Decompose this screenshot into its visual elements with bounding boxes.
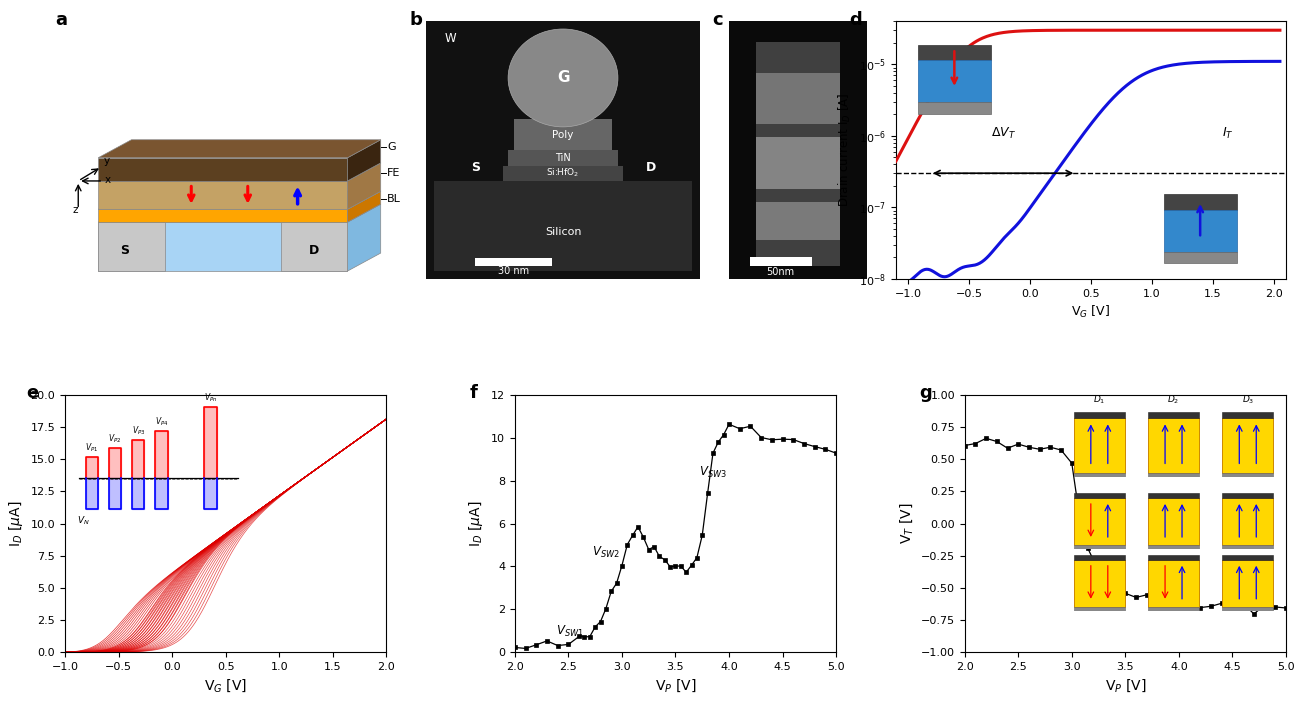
Text: b: b: [409, 11, 422, 29]
Text: 50nm: 50nm: [766, 267, 795, 277]
Polygon shape: [434, 181, 692, 271]
Polygon shape: [756, 137, 839, 189]
Text: TiN: TiN: [555, 152, 570, 163]
Text: D: D: [309, 244, 320, 257]
Text: FE: FE: [387, 168, 400, 178]
Bar: [475, 258, 552, 266]
Polygon shape: [508, 150, 618, 165]
Text: f: f: [470, 384, 478, 403]
Polygon shape: [99, 222, 347, 271]
Polygon shape: [756, 201, 839, 240]
Text: G: G: [387, 143, 396, 152]
Polygon shape: [281, 222, 347, 271]
X-axis label: V$_P$ [V]: V$_P$ [V]: [1104, 678, 1146, 694]
Polygon shape: [513, 119, 612, 150]
Polygon shape: [347, 191, 381, 222]
Bar: [750, 257, 812, 266]
Text: a: a: [55, 11, 68, 29]
Text: z: z: [73, 205, 78, 215]
Polygon shape: [756, 42, 839, 266]
X-axis label: V$_G$ [V]: V$_G$ [V]: [204, 678, 247, 694]
Text: y: y: [104, 156, 110, 166]
Text: $V_{SW3}$: $V_{SW3}$: [699, 465, 727, 481]
Y-axis label: I$_D$ [$\mu$A]: I$_D$ [$\mu$A]: [6, 501, 25, 547]
Polygon shape: [99, 222, 165, 271]
Y-axis label: I$_D$ [$\mu$A]: I$_D$ [$\mu$A]: [468, 501, 486, 547]
Polygon shape: [347, 140, 381, 181]
Polygon shape: [347, 163, 381, 209]
Text: $I_T$: $I_T$: [1221, 126, 1233, 141]
Text: e: e: [26, 384, 39, 403]
Y-axis label: Drain current I$_D$ [A]: Drain current I$_D$ [A]: [838, 93, 853, 207]
X-axis label: V$_G$ [V]: V$_G$ [V]: [1072, 304, 1111, 320]
Text: W: W: [446, 32, 456, 45]
Text: c: c: [712, 11, 722, 29]
Text: d: d: [850, 11, 861, 29]
Y-axis label: V$_T$ [V]: V$_T$ [V]: [899, 503, 916, 545]
Text: Si:HfO$_2$: Si:HfO$_2$: [547, 167, 579, 179]
Polygon shape: [99, 191, 381, 209]
Polygon shape: [99, 163, 381, 181]
Polygon shape: [99, 204, 381, 222]
Polygon shape: [347, 204, 381, 271]
X-axis label: V$_P$ [V]: V$_P$ [V]: [655, 678, 696, 694]
Text: $V_{SW2}$: $V_{SW2}$: [592, 545, 620, 560]
Text: $\Delta V_T$: $\Delta V_T$: [991, 126, 1016, 141]
Ellipse shape: [508, 29, 618, 127]
Text: Poly: Poly: [552, 130, 574, 140]
Text: S: S: [121, 244, 130, 257]
Polygon shape: [756, 73, 839, 124]
Text: 30 nm: 30 nm: [498, 266, 529, 276]
Text: x: x: [105, 175, 110, 185]
Text: $V_{SW1}$: $V_{SW1}$: [556, 624, 583, 640]
Text: Silicon: Silicon: [544, 228, 581, 238]
Polygon shape: [99, 181, 347, 209]
Text: S: S: [470, 161, 479, 174]
Text: D: D: [646, 161, 656, 174]
Text: G: G: [557, 70, 569, 85]
Polygon shape: [503, 165, 624, 181]
Text: g: g: [920, 384, 933, 403]
Text: BL: BL: [387, 194, 401, 204]
Polygon shape: [99, 158, 347, 181]
Polygon shape: [99, 140, 381, 158]
Polygon shape: [99, 209, 347, 222]
